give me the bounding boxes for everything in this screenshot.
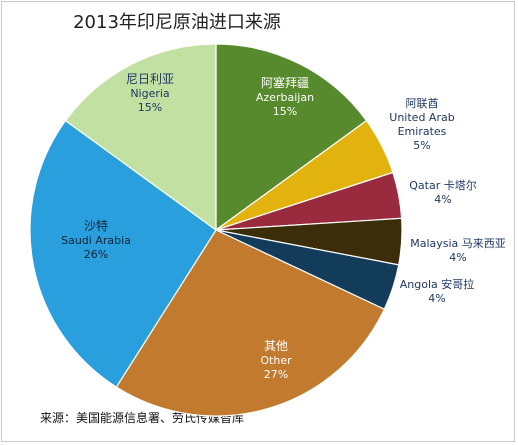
pie-slice-nigeria xyxy=(64,43,217,232)
slice-value-saudi-arabia: 26% xyxy=(84,248,108,261)
slice-value-angola: 4% xyxy=(428,292,445,305)
slice-label-angola-0: Angola 安哥拉 xyxy=(400,277,475,291)
slice-value-united-arab-emirates: 5% xyxy=(413,139,430,152)
slice-label-malaysia-0: Malaysia 马来西亚 xyxy=(410,237,506,250)
slice-label-en-other: Other xyxy=(260,354,292,367)
chart-title: 2013年印尼原油进口来源 xyxy=(73,12,281,33)
slice-value-nigeria: 15% xyxy=(138,101,162,114)
slice-label-en-saudi-arabia: Saudi Arabia xyxy=(61,234,131,247)
slice-value-azerbaijan: 15% xyxy=(273,105,297,118)
slice-label-united-arab-emirates-2: Emirates xyxy=(398,125,447,138)
slice-label-united-arab-emirates-0: 阿联酋 xyxy=(406,96,439,110)
slice-label-united-arab-emirates-1: United Arab xyxy=(389,111,454,124)
slice-label-zh-nigeria: 尼日利亚 xyxy=(126,72,174,86)
slice-value-other: 27% xyxy=(264,368,288,381)
pie-slice-azerbaijan xyxy=(215,43,368,232)
slice-label-en-nigeria: Nigeria xyxy=(130,87,169,100)
slice-label-en-azerbaijan: Azerbaijan xyxy=(256,91,314,104)
slice-label-zh-other: 其他 xyxy=(264,339,288,353)
pie-slice-saudi-arabia xyxy=(29,119,217,388)
slice-label-zh-saudi-arabia: 沙特 xyxy=(84,218,108,233)
slice-value-malaysia: 4% xyxy=(449,251,466,264)
slice-label-qatar-0: Qatar 卡塔尔 xyxy=(409,179,476,192)
slice-label-zh-azerbaijan: 阿塞拜疆 xyxy=(261,75,309,90)
slice-value-qatar: 4% xyxy=(434,193,451,206)
pie-slice-other xyxy=(115,229,386,417)
